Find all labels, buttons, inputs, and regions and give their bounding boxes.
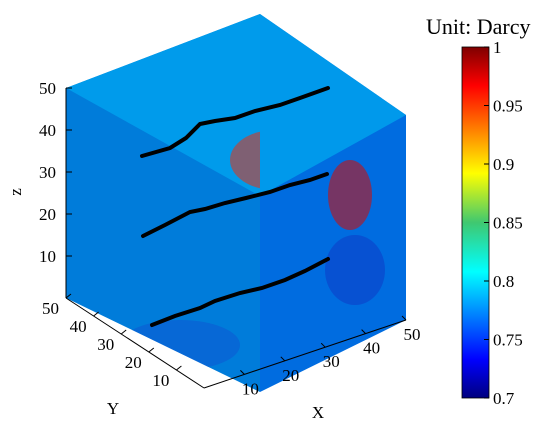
x-tick-label: 20 <box>282 366 299 385</box>
well-line-top <box>140 86 330 158</box>
z-tick-label: 50 <box>39 79 56 98</box>
y-tick-label: 10 <box>152 371 169 390</box>
z-tick-label: 20 <box>39 205 56 224</box>
wells <box>140 86 330 327</box>
colorbar: Unit: Darcy 0.7 0.75 0.8 0.85 0.9 0.95 1 <box>426 14 530 408</box>
x-tick-mark <box>401 315 407 321</box>
colorbar-tick-label: 1 <box>493 38 502 57</box>
colorbar-tick-label: 0.9 <box>493 155 514 174</box>
y-tick-mark <box>148 347 155 353</box>
y-axis-title: Y <box>107 399 119 418</box>
x-axis-title: X <box>312 403 324 422</box>
z-tick-label: 10 <box>39 247 56 266</box>
colorbar-label: Unit: Darcy <box>426 14 530 39</box>
colorbar-tick-label: 0.95 <box>493 97 523 116</box>
colorbar-tick-label: 0.8 <box>493 272 514 291</box>
x-tick-mark <box>280 356 286 362</box>
z-axis: 10 20 30 40 50 z <box>6 79 72 298</box>
y-tick-label: 20 <box>125 353 142 372</box>
x-tick-mark <box>320 342 326 348</box>
z-tick-label: 30 <box>39 163 56 182</box>
well-line-bottom <box>150 257 330 327</box>
y-tick-mark <box>120 329 127 335</box>
y-tick-label: 50 <box>42 299 59 318</box>
y-tick-label: 30 <box>97 335 114 354</box>
y-tick-mark <box>65 293 72 299</box>
x-tick-label: 50 <box>404 325 421 344</box>
colorbar-tick-label: 0.7 <box>493 389 515 408</box>
z-axis-title: z <box>6 188 25 196</box>
x-axis: 10 20 30 40 50 X <box>203 315 421 422</box>
x-tick-label: 40 <box>363 339 380 358</box>
cold-right <box>325 235 385 305</box>
well-line-middle <box>141 172 329 238</box>
x-tick-mark <box>361 329 366 334</box>
y-tick-label: 40 <box>70 317 87 336</box>
hotspot-left <box>230 130 260 190</box>
hotspot-right <box>328 160 372 230</box>
x-tick-label: 30 <box>323 352 340 371</box>
x-tick-label: 10 <box>242 379 259 398</box>
z-tick-label: 40 <box>39 121 56 140</box>
y-tick-mark <box>93 311 99 317</box>
y-axis: 10 20 30 40 50 Y <box>42 293 205 418</box>
colorbar-tick-label: 0.85 <box>493 214 523 233</box>
colorbar-tick-label: 0.75 <box>493 331 523 350</box>
x-tick-mark <box>240 370 245 375</box>
y-tick-mark <box>176 365 182 371</box>
